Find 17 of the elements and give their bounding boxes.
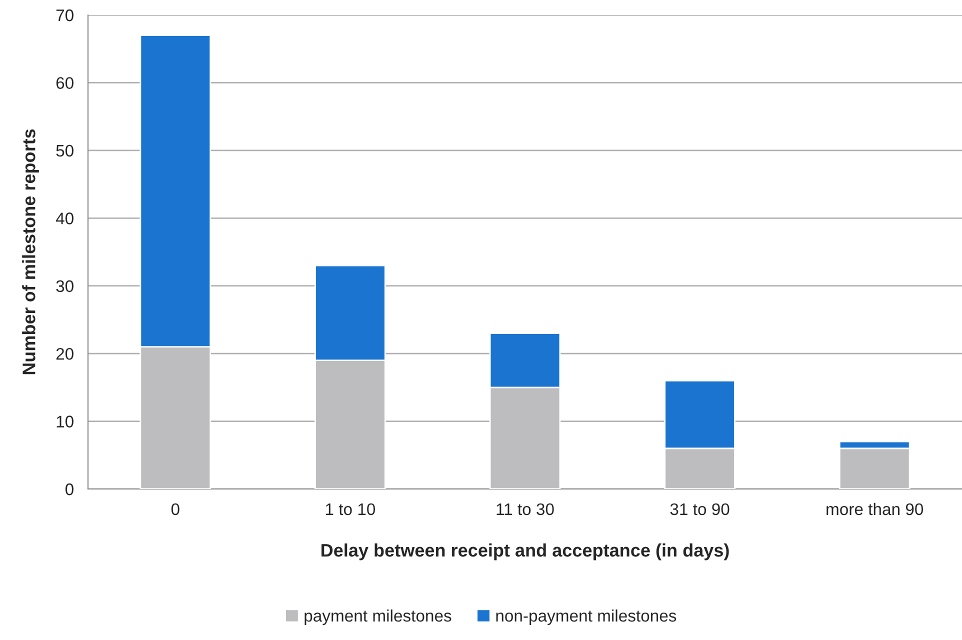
x-tick-label: 31 to 90 (670, 503, 730, 516)
legend-label: non-payment milestones (496, 609, 676, 625)
y-tick-label: 20 (56, 348, 74, 360)
y-tick-label: 40 (56, 212, 74, 224)
x-tick-label: 1 to 10 (326, 503, 376, 516)
legend-label: payment milestones (304, 609, 452, 625)
y-tick-label: 50 (56, 144, 74, 157)
y-tick-label: 30 (56, 280, 74, 292)
y-tick-label: 70 (56, 9, 74, 22)
y-tick-label: 60 (56, 77, 74, 89)
x-axis-title: Delay between receipt and acceptance (in days) (322, 543, 729, 560)
x-tick-label: more than 90 (826, 502, 924, 516)
y-tick-label: 0 (65, 483, 74, 496)
x-tick-label: 0 (171, 503, 180, 516)
y-tick-label: 10 (56, 416, 74, 428)
y-axis-title: Number of milestone reports (22, 129, 39, 374)
x-tick-label: 11 to 30 (496, 503, 554, 516)
